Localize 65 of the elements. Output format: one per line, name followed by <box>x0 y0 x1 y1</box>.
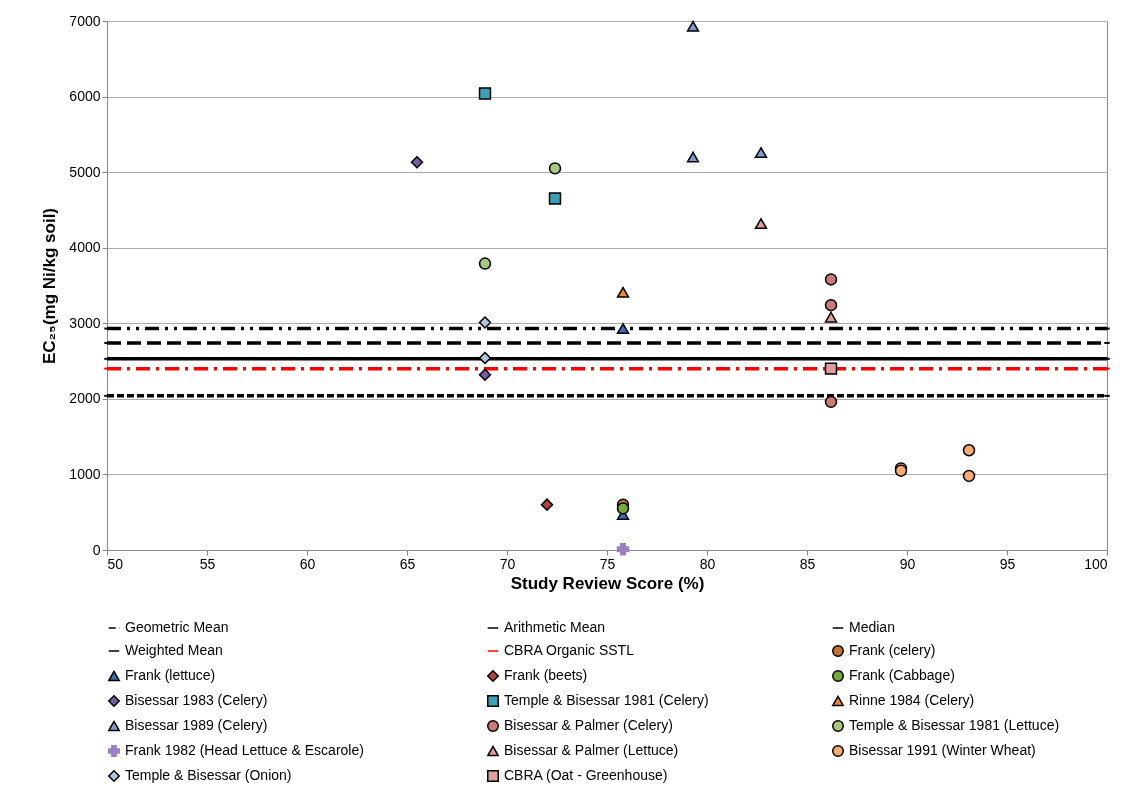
x-axis-title: Study Review Score (%) <box>510 573 705 593</box>
point <box>962 444 976 457</box>
legend-label: Weighted Mean <box>125 642 223 658</box>
x-tick-label: 65 <box>399 555 416 572</box>
x-tick-label: 75 <box>599 555 616 572</box>
y-tick-label: 0 <box>92 541 101 558</box>
legend-label: Bisessar 1989 (Celery) <box>125 717 268 733</box>
point <box>824 298 838 312</box>
point <box>548 162 562 175</box>
point <box>616 543 630 556</box>
legend-label: Bisessar 1983 (Celery) <box>125 692 268 708</box>
legend-label: Frank (Cabbage) <box>849 667 955 683</box>
point <box>616 502 630 515</box>
legend-label: Bisessar 1991 (Winter Wheat) <box>849 742 1036 758</box>
point <box>754 218 768 230</box>
x-tick-label: 55 <box>199 555 216 572</box>
y-tick-label: 1000 <box>69 465 101 482</box>
legend-label: Rinne 1984 (Celery) <box>849 692 975 708</box>
legend-label: CBRA Organic SSTL <box>504 642 635 658</box>
x-tick-label: 85 <box>799 555 816 572</box>
legend-label: CBRA (Oat - Greenhouse) <box>504 767 668 783</box>
legend-label: Temple & Bisessar (Onion) <box>125 767 292 783</box>
point <box>548 192 562 205</box>
legend-label: Temple & Bisessar 1981 (Celery) <box>504 692 709 708</box>
point <box>962 469 976 483</box>
legend-label: Geometric Mean <box>125 619 229 635</box>
legend-label: Median <box>849 619 895 635</box>
point <box>824 395 838 409</box>
point <box>540 498 554 511</box>
x-tick-label: 70 <box>499 555 516 572</box>
y-tick-label: 2000 <box>69 390 101 407</box>
point <box>824 273 838 286</box>
x-tick-label: 90 <box>899 555 916 572</box>
point <box>824 311 838 323</box>
legend-label: Frank (celery) <box>849 642 936 658</box>
legend-label: Bisessar & Palmer (Lettuce) <box>504 742 679 758</box>
x-tick-label: 50 <box>107 555 124 572</box>
legend-label: Temple & Bisessar 1981 (Lettuce) <box>849 717 1060 733</box>
y-tick-label: 3000 <box>69 314 101 331</box>
point <box>478 257 492 270</box>
y-tick-label: 6000 <box>69 88 101 105</box>
x-tick-label: 100 <box>1084 555 1108 572</box>
y-tick-label: 4000 <box>69 239 101 256</box>
legend-label: Arithmetic Mean <box>504 619 606 635</box>
y-axis-title: EC₂₅(mg Ni/kg soil) <box>40 207 60 365</box>
y-tick-label: 5000 <box>69 163 101 180</box>
legend-label: Bisessar & Palmer (Celery) <box>504 717 673 733</box>
point <box>478 368 492 381</box>
legend-label: Frank (lettuce) <box>125 667 216 683</box>
legend-label: Frank (beets) <box>504 667 588 683</box>
point <box>478 316 492 329</box>
point <box>410 156 424 169</box>
legend-label: Frank 1982 (Head Lettuce & Escarole) <box>125 742 364 758</box>
point <box>616 323 630 335</box>
point <box>478 351 492 365</box>
x-tick-label: 60 <box>299 555 316 572</box>
x-tick-label: 80 <box>699 555 716 572</box>
point <box>478 87 492 100</box>
y-tick-label: 7000 <box>69 12 101 29</box>
point <box>824 362 838 375</box>
point <box>686 151 700 163</box>
point <box>754 147 768 158</box>
x-tick-label: 95 <box>999 555 1016 572</box>
point <box>616 286 630 298</box>
point <box>686 20 700 32</box>
